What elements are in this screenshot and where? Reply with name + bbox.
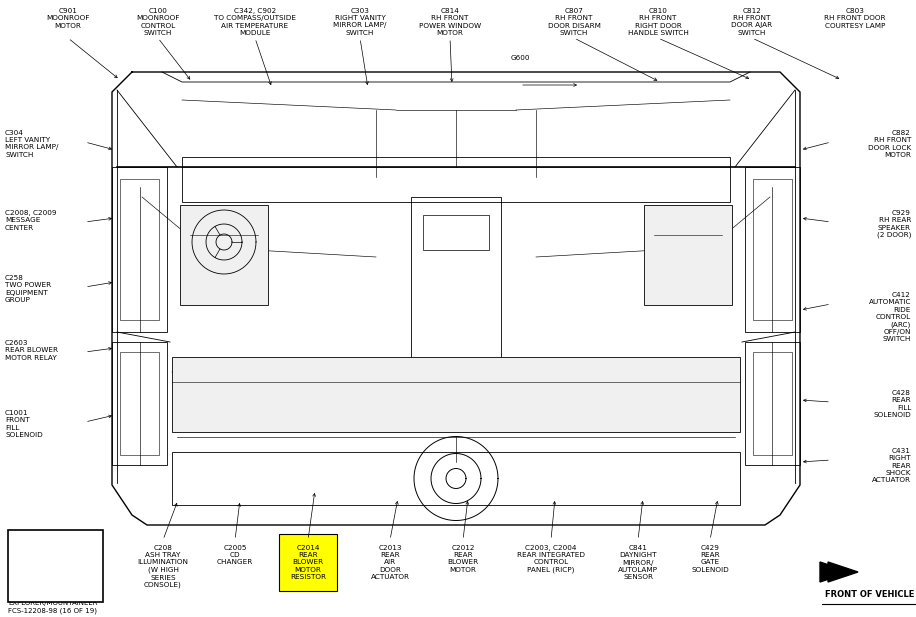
Text: C304
LEFT VANITY
MIRROR LAMP/
SWITCH: C304 LEFT VANITY MIRROR LAMP/ SWITCH: [5, 130, 59, 158]
Bar: [753, 352, 792, 455]
Bar: [180, 205, 268, 305]
Text: C2603
REAR BLOWER
MOTOR RELAY: C2603 REAR BLOWER MOTOR RELAY: [5, 340, 58, 360]
Text: C258
TWO POWER
EQUIPMENT
GROUP: C258 TWO POWER EQUIPMENT GROUP: [5, 275, 51, 303]
Text: C1001
FRONT
FILL
SOLENOID: C1001 FRONT FILL SOLENOID: [5, 410, 43, 437]
Text: FRONT OF VEHICLE: FRONT OF VEHICLE: [825, 590, 915, 599]
Bar: [745, 342, 800, 465]
Text: C2014
REAR
BLOWER
MOTOR
RESISTOR: C2014 REAR BLOWER MOTOR RESISTOR: [290, 545, 326, 580]
Text: C803
RH FRONT DOOR
COURTESY LAMP: C803 RH FRONT DOOR COURTESY LAMP: [824, 8, 886, 28]
Bar: [172, 357, 740, 432]
Text: C814
RH FRONT
POWER WINDOW
MOTOR: C814 RH FRONT POWER WINDOW MOTOR: [419, 8, 481, 36]
Text: C2005
CD
CHANGER: C2005 CD CHANGER: [217, 545, 253, 566]
Bar: [172, 452, 740, 505]
Text: C882
RH FRONT
DOOR LOCK
MOTOR: C882 RH FRONT DOOR LOCK MOTOR: [867, 130, 911, 158]
Text: C812
RH FRONT
DOOR AJAR
SWITCH: C812 RH FRONT DOOR AJAR SWITCH: [732, 8, 772, 36]
Text: C810
RH FRONT
RIGHT DOOR
HANDLE SWITCH: C810 RH FRONT RIGHT DOOR HANDLE SWITCH: [627, 8, 689, 36]
Polygon shape: [828, 562, 858, 582]
Text: C2003, C2004
REAR INTEGRATED
CONTROL
PANEL (RICP): C2003, C2004 REAR INTEGRATED CONTROL PAN…: [517, 545, 585, 573]
Text: C901
MOONROOF
MOTOR: C901 MOONROOF MOTOR: [47, 8, 90, 28]
Bar: [745, 167, 800, 332]
Bar: [423, 215, 489, 250]
Text: C2013
REAR
AIR
DOOR
ACTUATOR: C2013 REAR AIR DOOR ACTUATOR: [370, 545, 409, 580]
Text: EXPLORER/MOUNTAINEER
FCS-12208-98 (16 OF 19): EXPLORER/MOUNTAINEER FCS-12208-98 (16 OF…: [8, 600, 97, 614]
Bar: [644, 205, 732, 305]
Text: C429
REAR
GATE
SOLENOID: C429 REAR GATE SOLENOID: [692, 545, 729, 573]
Text: C431
RIGHT
REAR
SHOCK
ACTUATOR: C431 RIGHT REAR SHOCK ACTUATOR: [872, 448, 911, 483]
Text: C2008, C2009
MESSAGE
CENTER: C2008, C2009 MESSAGE CENTER: [5, 210, 57, 231]
Text: C342, C902
TO COMPASS/OUTSIDE
AIR TEMPERATURE
MODULE: C342, C902 TO COMPASS/OUTSIDE AIR TEMPER…: [214, 8, 296, 36]
Bar: [120, 352, 159, 455]
Text: C412
AUTOMATIC
RIDE
CONTROL
(ARC)
OFF/ON
SWITCH: C412 AUTOMATIC RIDE CONTROL (ARC) OFF/ON…: [868, 292, 911, 342]
Text: C208
ASH TRAY
ILLUMINATION
(W HIGH
SERIES
CONSOLE): C208 ASH TRAY ILLUMINATION (W HIGH SERIE…: [137, 545, 189, 588]
Text: C807
RH FRONT
DOOR DISARM
SWITCH: C807 RH FRONT DOOR DISARM SWITCH: [548, 8, 600, 36]
Text: C303
RIGHT VANITY
MIRROR LAMP/
SWITCH: C303 RIGHT VANITY MIRROR LAMP/ SWITCH: [333, 8, 387, 36]
Bar: [411, 197, 501, 367]
Bar: [112, 342, 167, 465]
Text: G600: G600: [510, 55, 529, 61]
Bar: [120, 179, 159, 320]
Text: C100
MOONROOF
CONTROL
SWITCH: C100 MOONROOF CONTROL SWITCH: [136, 8, 180, 36]
Text: C2012
REAR
BLOWER
MOTOR: C2012 REAR BLOWER MOTOR: [447, 545, 478, 573]
Bar: [182, 157, 730, 202]
Polygon shape: [820, 562, 850, 582]
Text: C841
DAYNIGHT
MIRROR/
AUTOLAMP
SENSOR: C841 DAYNIGHT MIRROR/ AUTOLAMP SENSOR: [618, 545, 658, 580]
Bar: [112, 167, 167, 332]
Bar: [8, 530, 103, 602]
Bar: [753, 179, 792, 320]
Text: DO NOT USE
THIS ILLUSTRATION
AND GRID FOR
REPORTING VEHICLE
REPAIR LOCATIONS: DO NOT USE THIS ILLUSTRATION AND GRID FO…: [16, 534, 96, 569]
Text: C929
RH REAR
SPEAKER
(2 DOOR): C929 RH REAR SPEAKER (2 DOOR): [877, 210, 911, 238]
Text: C428
REAR
FILL
SOLENOID: C428 REAR FILL SOLENOID: [873, 390, 911, 418]
